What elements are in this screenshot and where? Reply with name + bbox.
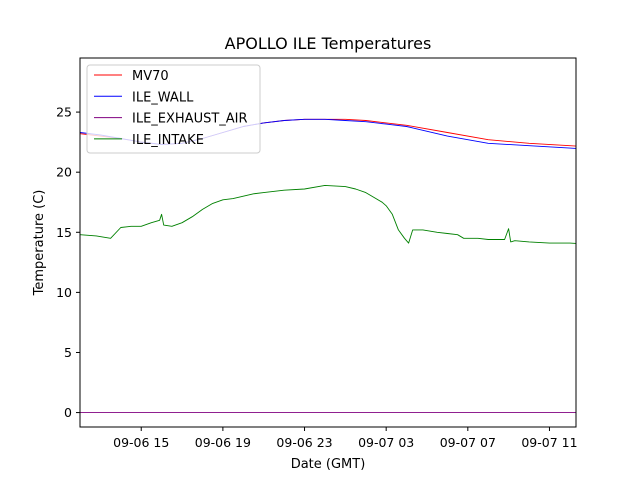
plot-frame [79,57,577,428]
y-axis: 0 5 10 15 20 25 [56,105,80,420]
x-tick-label: 09-06 19 [195,435,251,450]
x-axis: 09-06 15 09-06 19 09-06 23 09-07 03 09-07 07… [113,427,578,450]
legend-label-1: ILE_WALL [132,90,194,105]
chart-title: APOLLO ILE Temperatures [225,34,432,53]
legend-label-0: MV70 [132,69,169,84]
legend: MV70 ILE_WALL ILE_EXHAUST_AIR ILE_INTAKE [86,64,261,154]
x-tick-label: 09-07 03 [358,435,414,450]
x-axis-label: Date (GMT) [291,457,366,472]
y-tick-label: 15 [56,225,72,240]
series-line-3 [80,184,576,244]
y-tick-label: 10 [56,285,72,300]
legend-label-3: ILE_INTAKE [132,133,204,148]
y-axis-label: Temperature (C) [32,190,47,297]
y-tick-label: 0 [64,405,72,420]
y-tick-label: 25 [56,105,72,120]
x-tick-label: 09-07 11 [521,435,577,450]
x-tick-label: 09-06 15 [113,435,169,450]
x-tick-label: 09-06 23 [276,435,332,450]
x-tick-label: 09-07 07 [440,435,496,450]
y-tick-label: 5 [64,345,72,360]
legend-label-2: ILE_EXHAUST_AIR [132,112,248,127]
y-tick-label: 20 [56,165,72,180]
legend-box [86,64,261,154]
